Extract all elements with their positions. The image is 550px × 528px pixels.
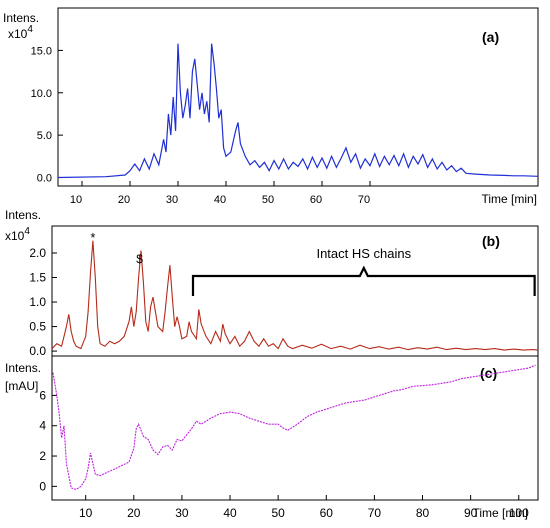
panel-c-xtick-label: 10 bbox=[79, 506, 93, 520]
panel-c: Intens. [mAU] (c) 0 2 4 6 10 20 30 40 50 60 70 80 9… bbox=[5, 355, 539, 520]
panel-c-ytick-label: 0 bbox=[39, 479, 46, 493]
panel-a-xlabel: Time [min] bbox=[481, 192, 537, 206]
panel-a-ylabel-scale: x104 bbox=[8, 24, 33, 41]
panel-c-xtick-label: 100 bbox=[509, 506, 529, 520]
panel-c-x-ticks: 10 20 30 40 50 60 70 80 90 100 bbox=[79, 495, 529, 520]
panel-c-ytick-label: 6 bbox=[39, 388, 46, 402]
panel-c-series-line bbox=[52, 364, 536, 490]
panel-a-x-ticks: 10 20 30 40 50 60 70 bbox=[70, 181, 371, 206]
panel-c-y-ticks: 0 2 4 6 bbox=[39, 388, 57, 493]
panel-c-label: (c) bbox=[480, 365, 497, 381]
panel-c-ylabel-unit: [mAU] bbox=[5, 379, 38, 393]
panel-b-ytick-label: 0.0 bbox=[29, 344, 46, 358]
panel-a-series-line bbox=[57, 43, 539, 179]
panel-a-xtick-label: 50 bbox=[262, 194, 274, 206]
panel-a-xtick-label: 10 bbox=[70, 194, 82, 206]
panel-b-y-ticks: 0.0 0.5 1.0 1.5 2.0 bbox=[29, 246, 57, 358]
panel-b: Intens. x104 (b) 0.0 0.5 1.0 1.5 2.0 * $ Int… bbox=[5, 208, 539, 358]
panel-b-annotation-dollar: $ bbox=[136, 252, 143, 266]
panel-a-frame bbox=[57, 7, 539, 187]
intact-hs-chains-bracket bbox=[191, 265, 536, 296]
panel-a-label: (a) bbox=[482, 29, 499, 45]
panel-b-ylabel-intens: Intens. bbox=[5, 208, 41, 222]
panel-c-ylabel-intens: Intens. bbox=[5, 361, 41, 375]
panel-a-xtick-label: 40 bbox=[214, 194, 226, 206]
panel-a-xtick-label: 60 bbox=[310, 194, 322, 206]
panel-b-ytick-label: 1.5 bbox=[29, 271, 46, 285]
panel-c-xtick-label: 60 bbox=[320, 506, 334, 520]
panel-a-xtick-label: 70 bbox=[358, 194, 370, 206]
panel-c-xlabel: Time [min] bbox=[472, 506, 528, 520]
panel-b-ytick-label: 2.0 bbox=[29, 246, 46, 260]
panel-c-xtick-label: 30 bbox=[175, 506, 189, 520]
panel-a-xtick-label: 30 bbox=[166, 194, 178, 206]
panel-a-y-ticks: 0.0 5.0 10.0 15.0 bbox=[31, 45, 63, 185]
panel-b-label: (b) bbox=[482, 233, 500, 249]
panel-c-frame bbox=[51, 355, 539, 501]
panel-a-ytick-label: 10.0 bbox=[31, 88, 52, 100]
panel-b-ytick-label: 0.5 bbox=[29, 320, 46, 334]
panel-b-annotation-asterisk: * bbox=[90, 230, 95, 245]
panel-c-xtick-label: 70 bbox=[368, 506, 382, 520]
panel-b-ylabel-scale: x104 bbox=[5, 226, 30, 243]
panel-b-frame bbox=[51, 225, 539, 357]
panel-c-ytick-label: 2 bbox=[39, 449, 46, 463]
panel-b-series-line bbox=[51, 240, 539, 351]
intact-hs-chains-label: Intact HS chains bbox=[316, 246, 411, 261]
panel-a-ytick-label: 0.0 bbox=[37, 173, 52, 185]
panel-c-xtick-label: 80 bbox=[416, 506, 430, 520]
panel-c-xtick-label: 20 bbox=[127, 506, 141, 520]
panel-a-ylabel-intens: Intens. bbox=[3, 11, 39, 25]
panel-a-ytick-label: 5.0 bbox=[37, 130, 52, 142]
panel-a-xtick-label: 20 bbox=[118, 194, 130, 206]
panel-b-ytick-label: 1.0 bbox=[29, 295, 46, 309]
panel-a: Intens. x104 (a) 0.0 5.0 10.0 15.0 10 20 30 40… bbox=[3, 7, 539, 206]
panel-a-ytick-label: 15.0 bbox=[31, 45, 52, 57]
panel-c-xtick-label: 50 bbox=[271, 506, 285, 520]
panel-c-xtick-label: 40 bbox=[223, 506, 237, 520]
panel-c-ytick-label: 4 bbox=[39, 419, 46, 433]
panel-c-xtick-label: 90 bbox=[464, 506, 478, 520]
